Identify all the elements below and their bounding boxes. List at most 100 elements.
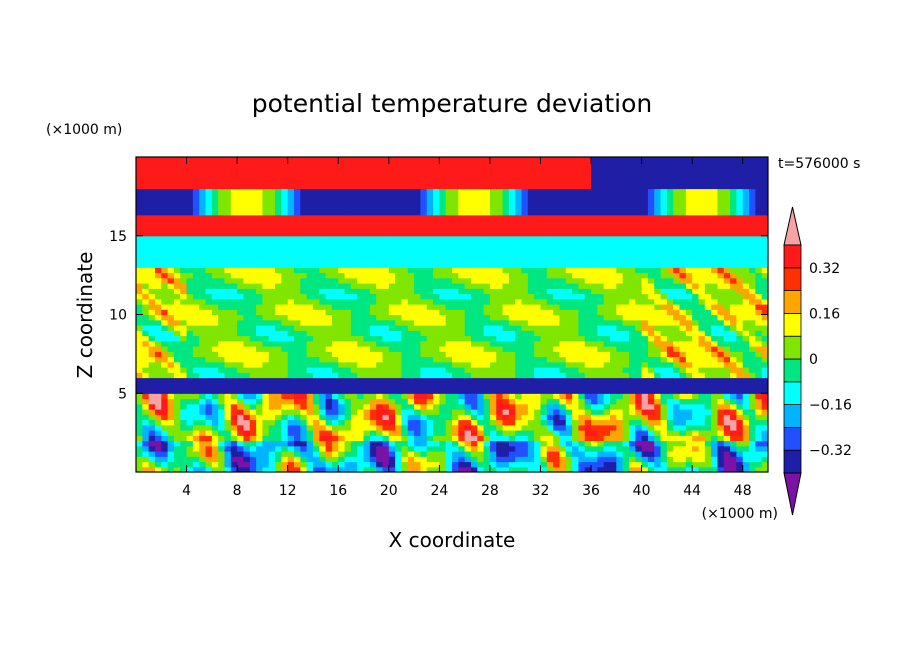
heatmap-cell xyxy=(704,382,712,389)
heatmap-cell xyxy=(211,220,219,226)
heatmap-cell xyxy=(692,230,700,237)
heatmap-cell xyxy=(603,325,611,331)
heatmap-cell xyxy=(584,309,592,316)
heatmap-cell xyxy=(420,372,428,379)
heatmap-cell xyxy=(205,388,213,394)
heatmap-cell xyxy=(477,319,485,326)
heatmap-cell xyxy=(192,456,200,463)
heatmap-cell xyxy=(578,351,586,358)
heatmap-cell xyxy=(275,256,282,263)
heatmap-cell xyxy=(319,419,327,426)
heatmap-cell xyxy=(186,330,194,337)
heatmap-cell xyxy=(546,335,554,342)
heatmap-cell xyxy=(180,267,188,274)
heatmap-cell xyxy=(755,361,763,368)
heatmap-cell xyxy=(268,403,276,410)
heatmap-cell xyxy=(660,440,668,447)
heatmap-cell xyxy=(515,235,523,242)
heatmap-cell xyxy=(369,346,377,352)
heatmap-cell xyxy=(534,356,542,363)
heatmap-cell xyxy=(395,372,403,379)
heatmap-cell xyxy=(382,382,390,389)
heatmap-cell xyxy=(294,451,301,457)
heatmap-cell xyxy=(534,430,542,436)
heatmap-cell xyxy=(591,319,598,326)
heatmap-cell xyxy=(515,209,523,216)
heatmap-cell xyxy=(433,225,440,232)
heatmap-cell xyxy=(180,225,188,232)
heatmap-cell xyxy=(553,277,561,284)
heatmap-cell xyxy=(610,461,617,468)
heatmap-cell xyxy=(262,225,270,232)
heatmap-cell xyxy=(591,435,598,442)
heatmap-cell xyxy=(148,398,156,405)
heatmap-cell xyxy=(312,272,320,279)
heatmap-cell xyxy=(489,403,497,410)
heatmap-cell xyxy=(369,435,377,442)
heatmap-cell xyxy=(755,393,763,400)
heatmap-cell xyxy=(660,382,668,389)
heatmap-cell xyxy=(591,246,598,253)
heatmap-cell xyxy=(717,304,725,310)
heatmap-cell xyxy=(723,319,731,326)
heatmap-cell xyxy=(275,398,282,405)
heatmap-cell xyxy=(401,440,409,447)
heatmap-cell xyxy=(477,241,485,247)
heatmap-cell xyxy=(464,451,472,457)
heatmap-cell xyxy=(502,241,510,247)
heatmap-cell xyxy=(749,298,756,305)
heatmap-cell xyxy=(755,377,763,384)
heatmap-cell xyxy=(508,382,516,389)
heatmap-cell xyxy=(458,377,466,384)
heatmap-cell xyxy=(294,414,301,421)
heatmap-cell xyxy=(546,466,554,472)
heatmap-cell xyxy=(502,451,510,457)
heatmap-cell xyxy=(161,356,169,363)
heatmap-cell xyxy=(711,340,719,347)
heatmap-cell xyxy=(553,230,561,237)
heatmap-cell xyxy=(761,235,768,242)
heatmap-cell xyxy=(654,382,662,389)
heatmap-cell xyxy=(306,298,314,305)
heatmap-cell xyxy=(218,346,226,352)
heatmap-cell xyxy=(483,309,491,316)
heatmap-cell xyxy=(331,419,339,426)
heatmap-cell xyxy=(666,403,674,410)
heatmap-cell xyxy=(319,356,327,363)
heatmap-cell xyxy=(363,382,371,389)
heatmap-cell xyxy=(218,330,226,337)
heatmap-cell xyxy=(445,351,453,358)
heatmap-cell xyxy=(211,272,219,279)
heatmap-cell xyxy=(275,356,282,363)
heatmap-cell xyxy=(515,262,523,268)
heatmap-cell xyxy=(496,293,504,300)
heatmap-cell xyxy=(736,367,744,373)
heatmap-cell xyxy=(553,309,561,316)
heatmap-cell xyxy=(584,372,592,379)
heatmap-cell xyxy=(628,262,636,268)
heatmap-cell xyxy=(262,319,270,326)
heatmap-cell xyxy=(167,388,175,394)
heatmap-cell xyxy=(154,414,162,421)
heatmap-cell xyxy=(565,340,573,347)
heatmap-cell xyxy=(376,283,384,289)
heatmap-cell xyxy=(458,340,466,347)
heatmap-cell xyxy=(142,346,150,352)
heatmap-cell xyxy=(458,283,466,289)
heatmap-cell xyxy=(154,220,162,226)
heatmap-cell xyxy=(243,461,251,468)
heatmap-cell xyxy=(711,403,719,410)
heatmap-cell xyxy=(376,220,384,226)
heatmap-cell xyxy=(540,314,548,321)
heatmap-cell xyxy=(628,409,636,415)
heatmap-cell xyxy=(452,288,459,295)
heatmap-cell xyxy=(508,414,516,421)
heatmap-cell xyxy=(616,246,624,253)
heatmap-cell xyxy=(211,372,219,379)
heatmap-cell xyxy=(666,319,674,326)
heatmap-cell xyxy=(483,335,491,342)
heatmap-cell xyxy=(515,298,523,305)
heatmap-cell xyxy=(306,330,314,337)
heatmap-cell xyxy=(483,424,491,431)
heatmap-cell xyxy=(136,430,143,436)
